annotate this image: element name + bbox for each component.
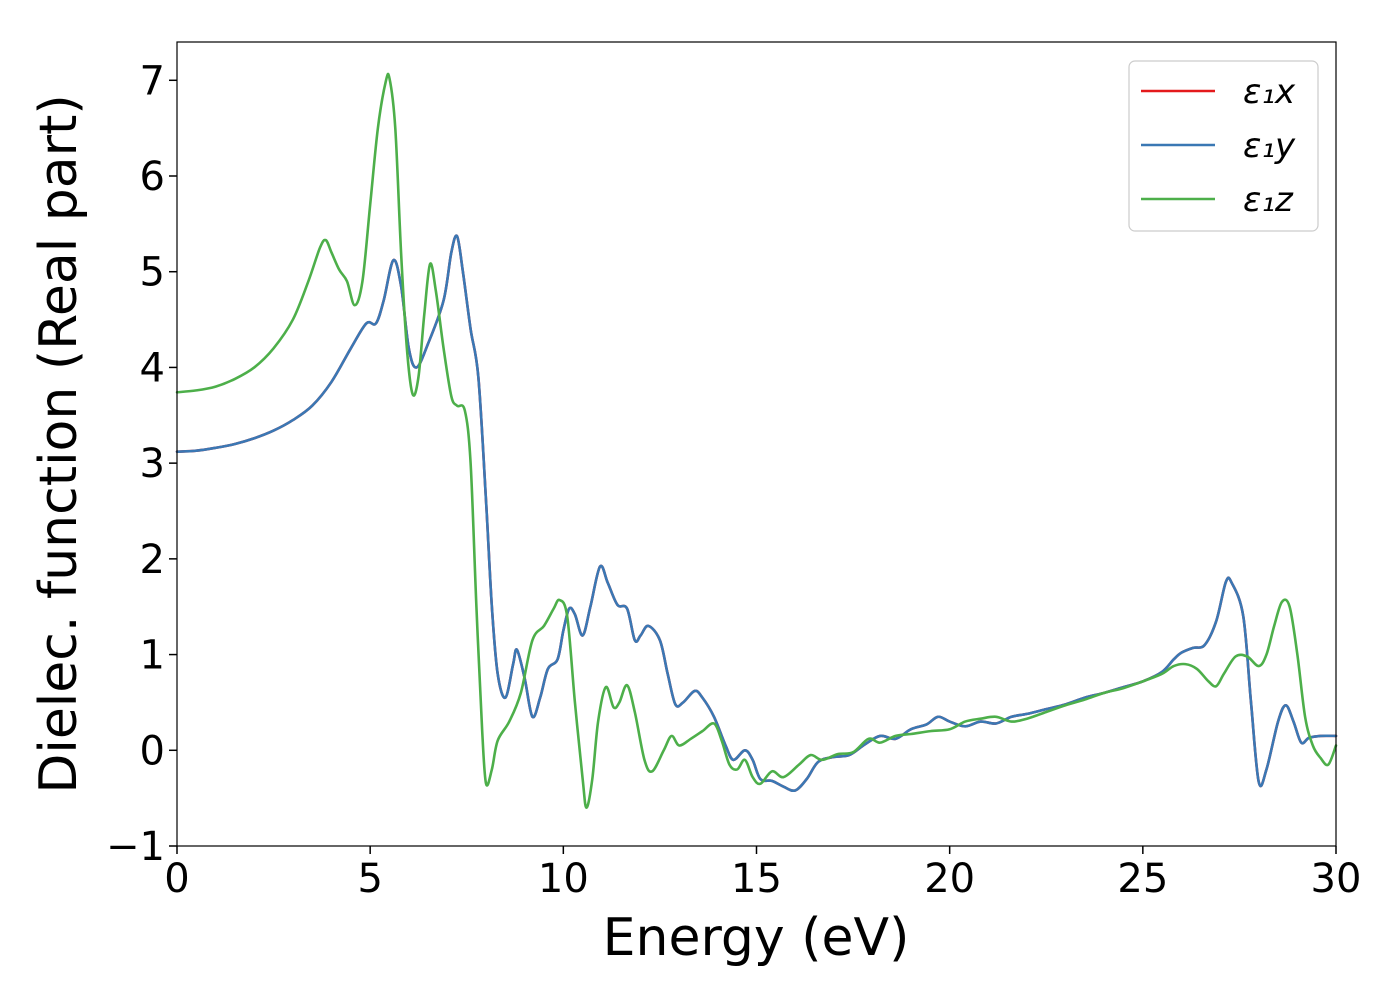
legend-box <box>1128 60 1319 232</box>
series-line-3 <box>175 72 1338 810</box>
x-tick-label: 5 <box>357 856 382 902</box>
x-tick-label: 25 <box>1117 856 1168 902</box>
x-tick-label: 20 <box>924 856 975 902</box>
x-tick-label: 30 <box>1311 856 1362 902</box>
x-tick-label: 10 <box>538 856 589 902</box>
y-tick-label: 4 <box>140 345 165 391</box>
y-tick-label: 2 <box>140 537 165 583</box>
y-tick-label: 1 <box>140 633 165 679</box>
legend: ε₁x ε₁y ε₁z <box>1128 60 1319 232</box>
legend-label-3: ε₁z <box>1243 180 1294 220</box>
y-tick-label: 7 <box>140 58 165 104</box>
y-tick-label: 5 <box>140 250 165 296</box>
series-layer <box>175 72 1338 810</box>
x-tick-label: 15 <box>731 856 782 902</box>
y-tick-label: 6 <box>140 154 165 200</box>
y-tick-label: −1 <box>106 824 165 870</box>
y-axis-label: Dielec. function (Real part) <box>29 94 89 793</box>
y-tick-label: 3 <box>140 441 165 487</box>
x-axis-label: Energy (eV) <box>603 908 910 968</box>
legend-label-2: ε₁y <box>1243 126 1296 166</box>
x-tick-label: 0 <box>164 856 189 902</box>
y-tick-label: 0 <box>140 728 165 774</box>
series-line-2 <box>175 234 1338 793</box>
series-line-1 <box>175 234 1338 793</box>
legend-label-1: ε₁x <box>1243 72 1296 112</box>
